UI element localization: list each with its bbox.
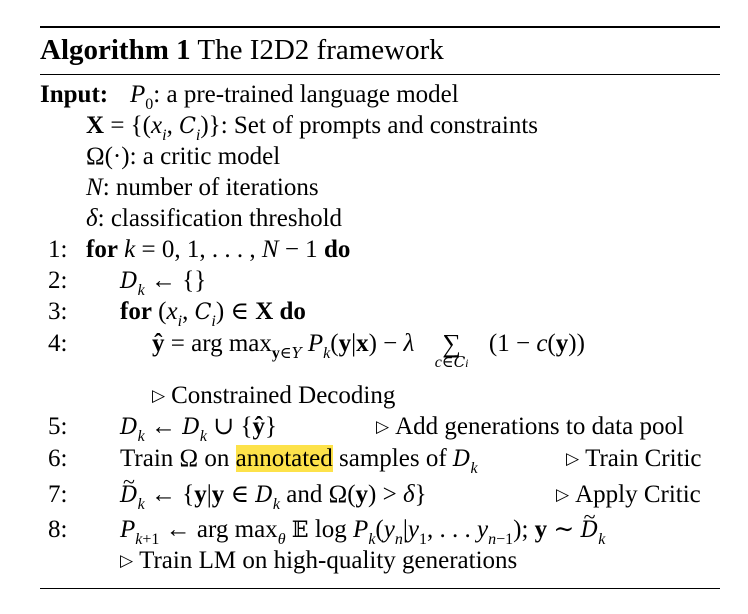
comment-triangle-icon: ▷ — [152, 386, 166, 405]
top-rule — [40, 26, 720, 28]
input-critic-desc: : a critic model — [129, 143, 281, 170]
and-word: and — [286, 481, 323, 508]
comment-text: Train LM on high-quality generations — [139, 547, 518, 574]
input-p0-desc: : a pre-trained language model — [153, 81, 459, 108]
comment-triangle-icon: ▷ — [556, 485, 570, 504]
comment-text: Train Critic — [585, 445, 702, 472]
do-keyword: do — [323, 236, 351, 263]
comment-text: Apply Critic — [575, 481, 701, 508]
input-x-desc: : Set of prompts and constraints — [220, 112, 539, 139]
comment-triangle-icon: ▷ — [566, 449, 580, 468]
comment-text: Add generations to data pool — [395, 413, 684, 440]
input-keyword: Input: — [40, 81, 109, 108]
comment-triangle-icon: ▷ — [376, 417, 390, 436]
step-6-post: samples of — [332, 445, 453, 472]
for-keyword: for — [86, 236, 118, 263]
header-rule — [40, 74, 720, 75]
argmax-operator: arg max — [191, 330, 272, 357]
log-operator: log — [314, 516, 347, 543]
comment-triangle-icon: ▷ — [120, 551, 134, 570]
step-number: 6: — [48, 445, 68, 472]
sum-symbol: ∑ c∈Ci — [434, 329, 469, 371]
step-6-pre: Train Ω on — [120, 445, 236, 472]
step-number: 3: — [48, 298, 68, 325]
algorithm-label: Algorithm 1 — [40, 34, 191, 66]
algorithm-title: Algorithm 1 The I2D2 framework — [40, 30, 444, 70]
step-number: 2: — [48, 267, 68, 294]
step-number: 5: — [48, 413, 68, 440]
comment-text: Constrained Decoding — [171, 382, 396, 409]
for-keyword: for — [120, 298, 152, 325]
step-number: 8: — [48, 516, 68, 543]
bottom-rule — [40, 588, 720, 589]
input-n-desc: : number of iterations — [102, 174, 319, 201]
algorithm-name: The I2D2 framework — [197, 34, 444, 66]
do-keyword: do — [279, 298, 306, 325]
input-delta-desc: : classification threshold — [97, 205, 343, 232]
argmax-operator: arg max — [196, 516, 278, 543]
highlighted-word: annotated — [235, 445, 333, 472]
step-number: 1: — [48, 236, 68, 263]
step-number: 7: — [48, 481, 68, 508]
step-number: 4: — [48, 330, 68, 357]
